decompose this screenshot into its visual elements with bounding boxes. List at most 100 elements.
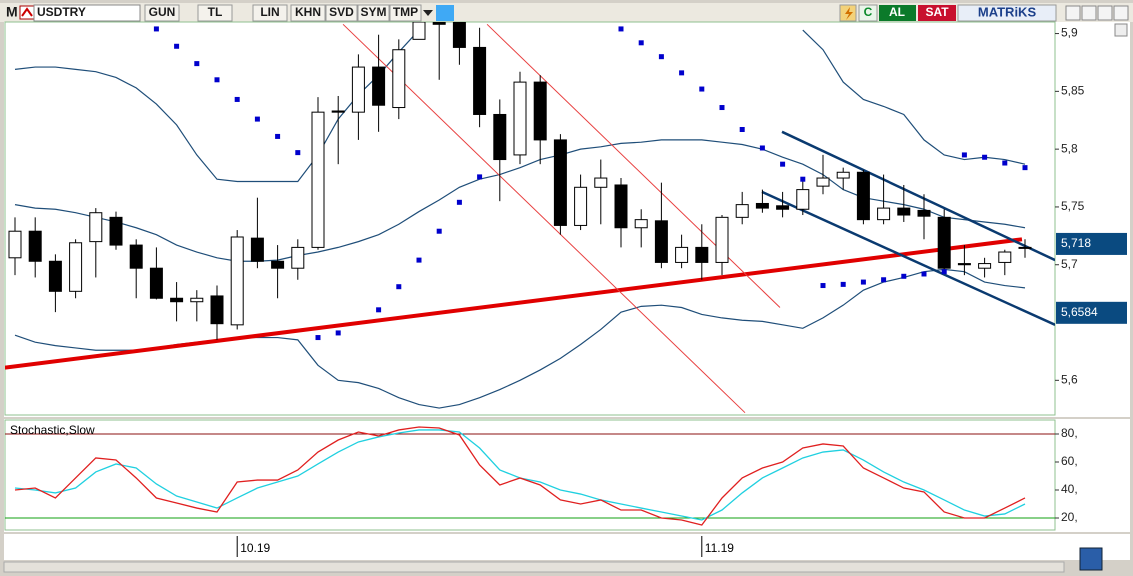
x-tick-label: 11.19 xyxy=(705,541,734,555)
x-tick-label: 10.19 xyxy=(240,541,270,555)
sar-dot xyxy=(840,281,846,287)
candle-body xyxy=(836,171,850,179)
panel-button[interactable] xyxy=(1114,23,1128,37)
trendline xyxy=(342,23,746,414)
y-tick-label: 5,8 xyxy=(1061,141,1078,155)
candle-body xyxy=(776,205,790,210)
sar-dot xyxy=(436,228,442,234)
candle-body xyxy=(675,246,689,263)
sar-dot xyxy=(174,43,180,49)
candle-body xyxy=(89,212,103,243)
sar-dot xyxy=(416,257,422,263)
candle-body xyxy=(594,177,608,188)
band-line xyxy=(14,139,1026,262)
stoch-plot xyxy=(5,426,1055,526)
sar-dot xyxy=(780,161,786,167)
candle-body xyxy=(8,230,22,259)
price-label-box xyxy=(1056,301,1127,324)
toolbar-button[interactable] xyxy=(357,4,390,22)
price-label: 5,6584 xyxy=(1061,305,1098,319)
price-panel xyxy=(4,21,1056,416)
toolbar-button[interactable] xyxy=(252,4,288,22)
toolbar-button-label: KHN xyxy=(295,5,321,19)
brand-box xyxy=(957,4,1057,22)
candle-body xyxy=(937,216,951,269)
symbol-box[interactable] xyxy=(33,4,141,22)
window-button[interactable] xyxy=(1065,5,1081,21)
sar-dot xyxy=(901,273,907,279)
candle-body xyxy=(816,177,830,187)
candle-body xyxy=(654,220,668,263)
candle-body xyxy=(574,186,588,226)
scrollbar[interactable] xyxy=(3,561,1065,573)
y-tick-label: 80, xyxy=(1061,426,1078,440)
lightning-glyph xyxy=(845,7,853,20)
candle-body xyxy=(28,230,42,262)
candle-body xyxy=(412,22,426,40)
candle-body xyxy=(513,81,527,156)
sync-button[interactable] xyxy=(1079,547,1103,571)
trendline xyxy=(761,190,1055,326)
refresh-button[interactable] xyxy=(858,4,878,22)
stoch-panel xyxy=(4,419,1056,531)
candle-body xyxy=(957,263,971,266)
candle-body xyxy=(1018,246,1032,249)
window-button[interactable] xyxy=(1113,5,1129,21)
candle-body xyxy=(69,242,83,292)
candle-body xyxy=(109,216,123,246)
y-tick-label: 5,6 xyxy=(1061,372,1078,386)
y-tick-label: 5,7 xyxy=(1061,257,1078,271)
x-axis-area xyxy=(4,534,1130,560)
sar-dot xyxy=(800,176,806,182)
sar-dot xyxy=(1022,165,1028,171)
candle-body xyxy=(291,246,305,269)
sar-dot xyxy=(719,105,725,111)
sar-dot xyxy=(456,199,462,205)
sar-dot xyxy=(234,96,240,102)
toolbar-button[interactable] xyxy=(197,4,233,22)
sar-dot xyxy=(1002,160,1008,166)
candle-body xyxy=(533,81,547,141)
price-plot xyxy=(5,22,1055,414)
candle-body xyxy=(634,219,648,229)
buy-label: AL xyxy=(889,5,905,19)
candle-body xyxy=(998,251,1012,263)
candle-body xyxy=(695,246,709,263)
sar-dot xyxy=(638,40,644,46)
toolbar-button[interactable] xyxy=(389,4,422,22)
sar-dot xyxy=(658,54,664,60)
sell-label: SAT xyxy=(925,5,949,19)
window-button[interactable] xyxy=(1097,5,1113,21)
candle-body xyxy=(250,237,264,262)
y-tick-label: 5,9 xyxy=(1061,26,1078,40)
candle-body xyxy=(493,113,507,161)
sar-dot xyxy=(214,77,220,83)
sar-dot xyxy=(961,152,967,158)
sar-dot xyxy=(679,70,685,76)
y-tick-label: 40, xyxy=(1061,482,1078,496)
toolbar-button[interactable] xyxy=(144,4,180,22)
sar-dot xyxy=(275,133,281,139)
twitter-button[interactable] xyxy=(436,5,454,21)
toolbar-button[interactable] xyxy=(325,4,358,22)
buy-button[interactable] xyxy=(879,5,916,21)
y-tick-label: 20, xyxy=(1061,510,1078,524)
candle-body xyxy=(351,66,365,113)
toolbar-button[interactable] xyxy=(290,4,326,22)
sar-dot xyxy=(820,283,826,289)
dropdown[interactable] xyxy=(423,10,433,16)
sar-dot xyxy=(254,116,260,122)
candle-body xyxy=(877,207,891,221)
sar-dot xyxy=(618,26,624,32)
y-tick-label: 5,75 xyxy=(1061,199,1085,213)
sell-button[interactable] xyxy=(918,5,956,21)
sar-dot xyxy=(153,26,159,32)
y-tick-label: 60, xyxy=(1061,454,1078,468)
candle-body xyxy=(392,49,406,109)
candle-body xyxy=(149,267,163,299)
sar-dot xyxy=(376,307,382,313)
window-button[interactable] xyxy=(1081,5,1097,21)
candle-body xyxy=(614,184,628,229)
